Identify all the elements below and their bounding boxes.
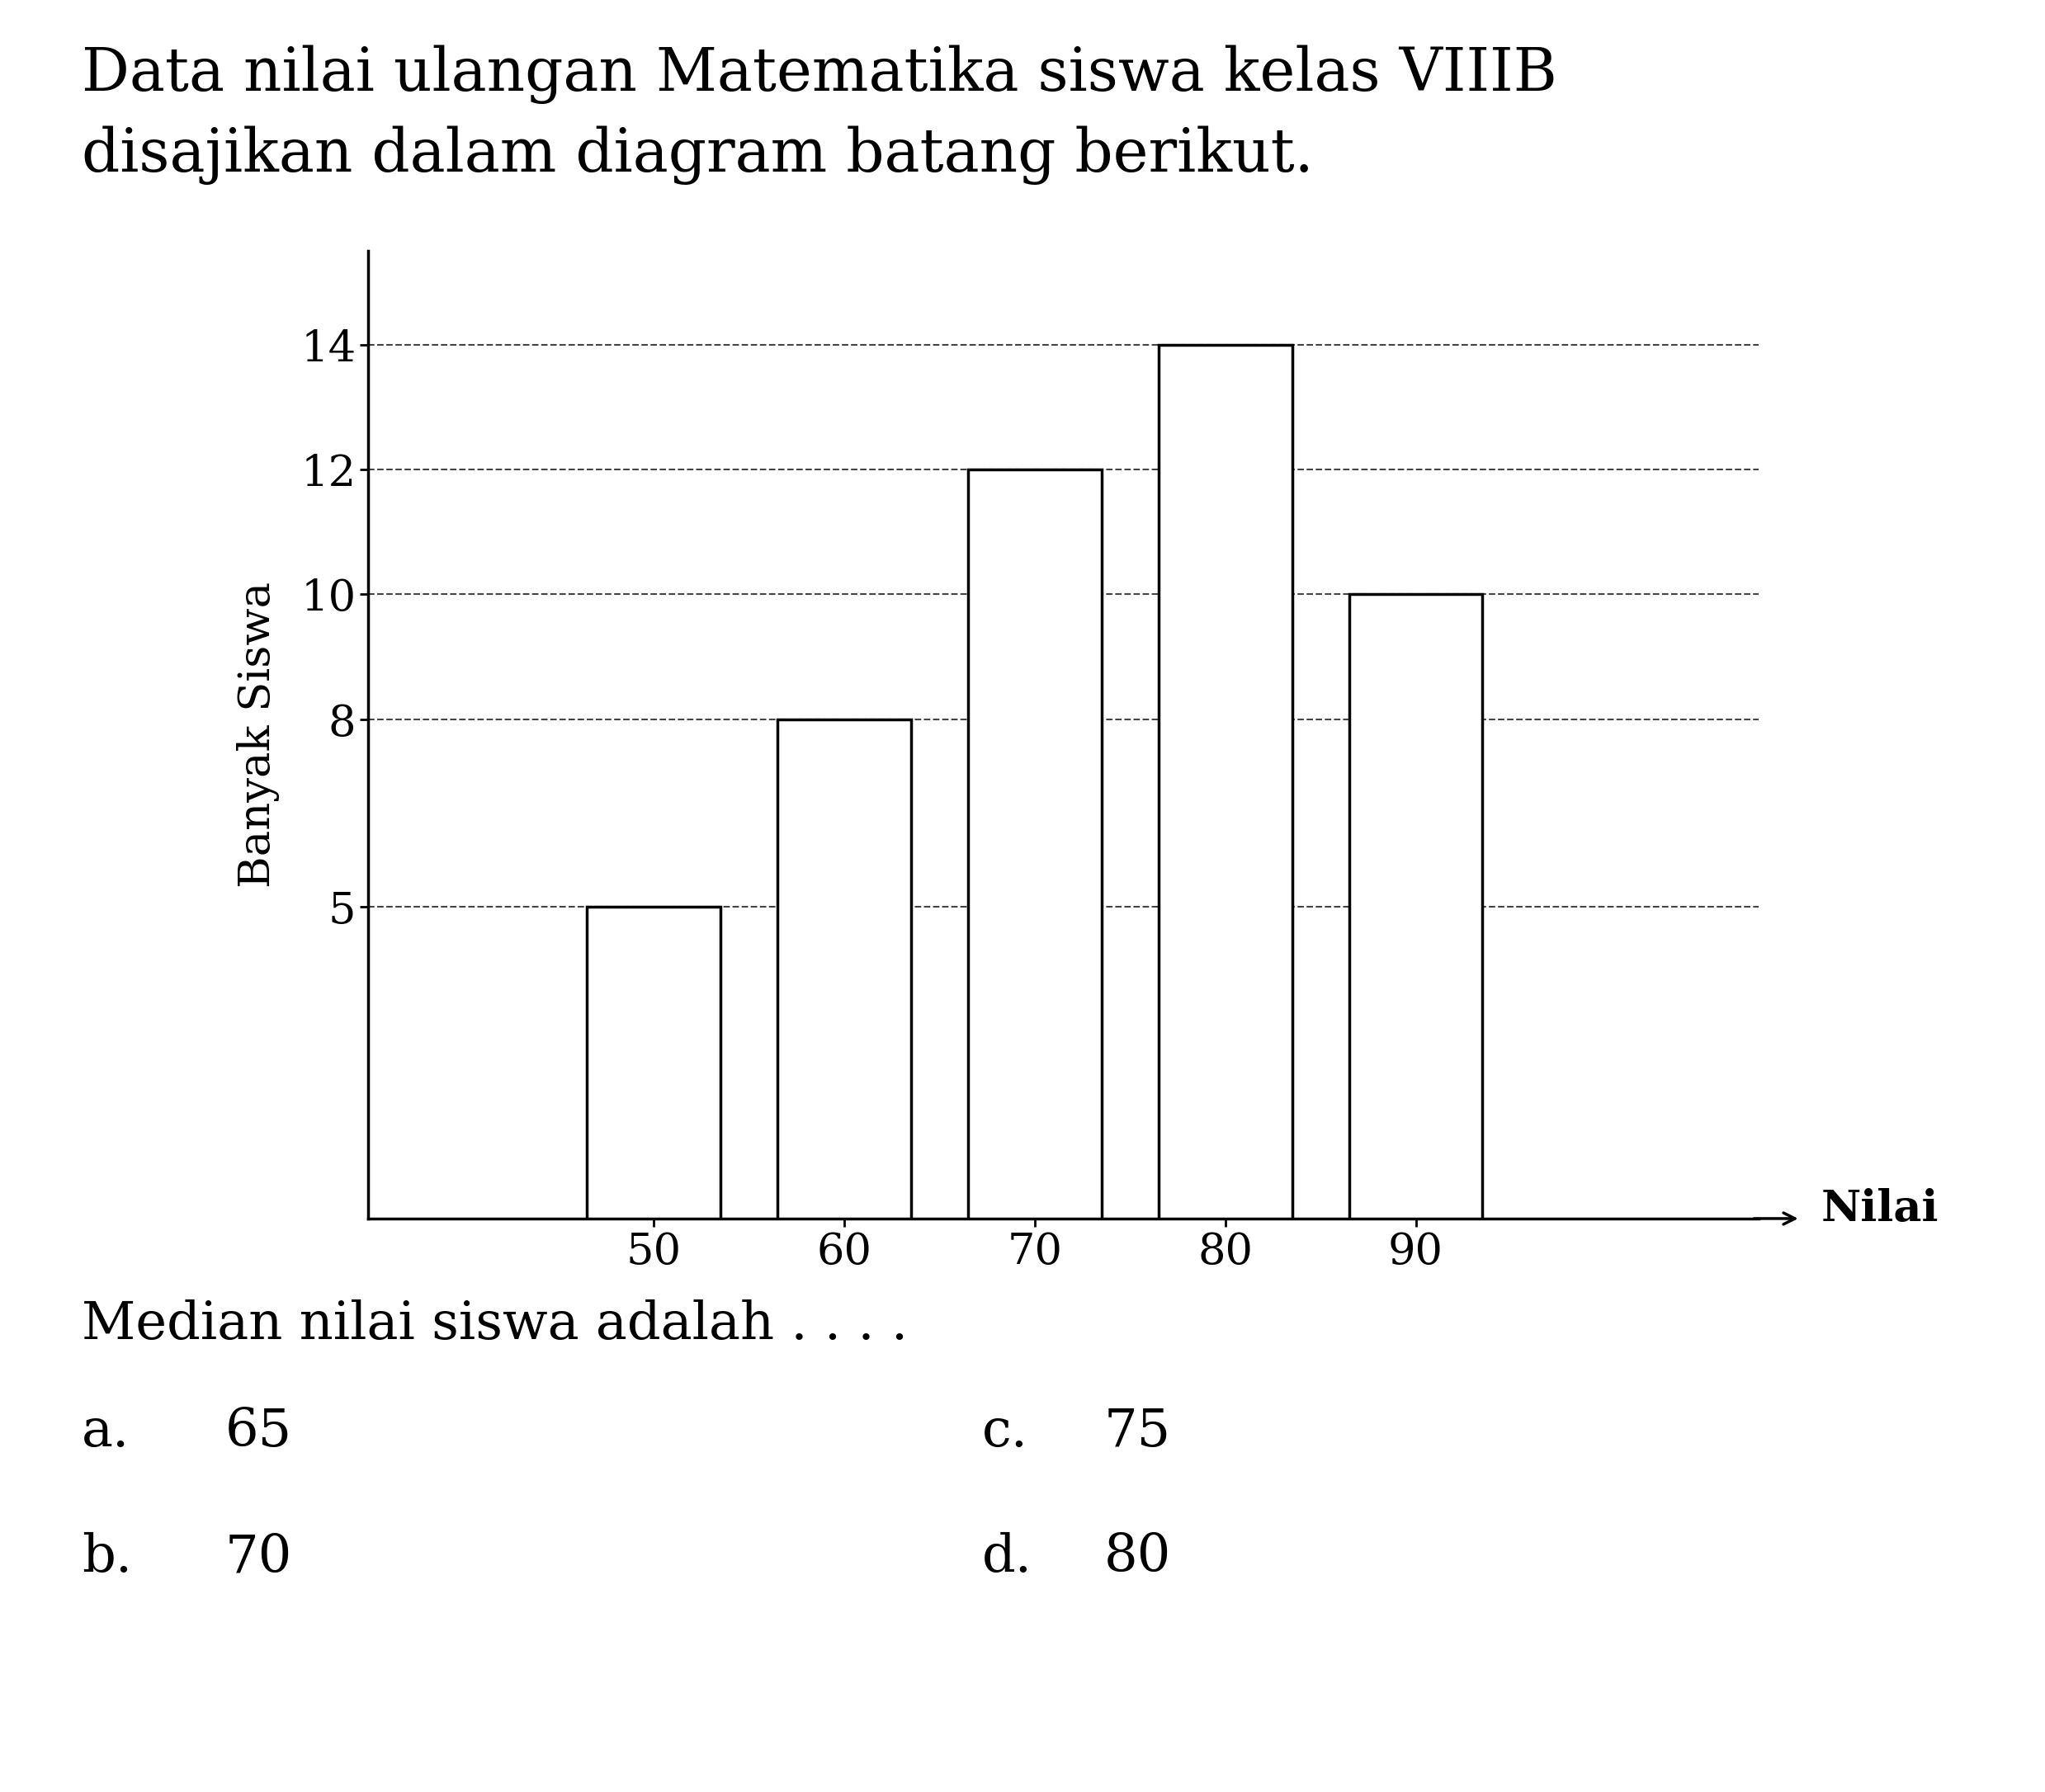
Text: 75: 75 xyxy=(1104,1407,1172,1457)
Bar xyxy=(777,719,910,1219)
Text: 80: 80 xyxy=(1104,1532,1172,1582)
Text: a.: a. xyxy=(82,1407,131,1457)
Text: 70: 70 xyxy=(225,1532,292,1582)
Text: c.: c. xyxy=(982,1407,1029,1457)
Text: b.: b. xyxy=(82,1532,133,1582)
Bar xyxy=(587,907,720,1219)
Bar xyxy=(1350,595,1483,1219)
Text: Nilai: Nilai xyxy=(1822,1188,1939,1229)
Y-axis label: Banyak Siswa: Banyak Siswa xyxy=(237,582,280,887)
Text: d.: d. xyxy=(982,1532,1033,1582)
Text: disajikan dalam diagram batang berikut.: disajikan dalam diagram batang berikut. xyxy=(82,125,1313,185)
Text: Data nilai ulangan Matematika siswa kelas VIIIB: Data nilai ulangan Matematika siswa kela… xyxy=(82,45,1556,104)
Text: Median nilai siswa adalah . . . .: Median nilai siswa adalah . . . . xyxy=(82,1299,908,1349)
Text: 65: 65 xyxy=(225,1407,292,1457)
Bar xyxy=(967,470,1102,1219)
Bar xyxy=(1160,344,1292,1219)
